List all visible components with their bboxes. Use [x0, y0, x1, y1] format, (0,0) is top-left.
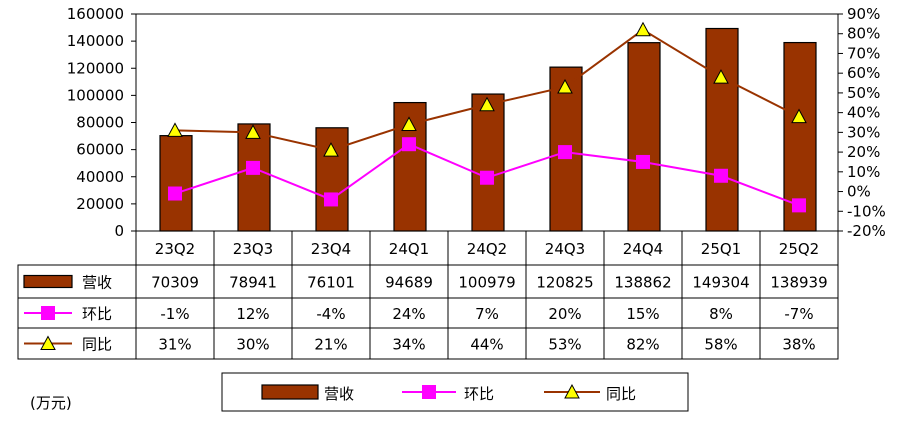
qoq-row-label: 环比 [82, 305, 112, 323]
qoq-value-label: 12% [236, 305, 269, 323]
left-axis-tick-label: 0 [114, 222, 124, 240]
qoq-value-label: 7% [475, 305, 499, 323]
legend-yoy-label: 同比 [606, 385, 636, 403]
right-axis-tick-label: 30% [847, 123, 880, 141]
revenue-value-label: 138862 [614, 274, 671, 292]
revenue-bar [627, 42, 661, 232]
right-axis-tick-label: 90% [847, 5, 880, 23]
yoy-value-label: 82% [626, 336, 659, 354]
right-axis-tick-label: 70% [847, 44, 880, 62]
left-axis-tick-label: 20000 [76, 195, 124, 213]
right-axis-tick-label: -10% [847, 202, 886, 220]
yoy-value-label: 31% [158, 336, 191, 354]
category-label: 24Q1 [389, 240, 429, 258]
qoq-value-label: -1% [160, 305, 189, 323]
revenue-value-label: 70309 [151, 274, 199, 292]
qoq-point [168, 186, 182, 201]
revenue-bar [315, 127, 349, 232]
yoy-point [791, 108, 807, 124]
right-axis-tick-label: 80% [847, 25, 880, 43]
yoy-value-label: 30% [236, 336, 269, 354]
qoq-value-label: -7% [784, 305, 813, 323]
qoq-point [480, 170, 494, 185]
left-axis-tick-label: 160000 [67, 5, 124, 23]
yoy-value-label: 34% [392, 336, 425, 354]
revenue-value-label: 120825 [536, 274, 593, 292]
yoy-value-label: 58% [704, 336, 737, 354]
unit-label: (万元) [30, 394, 72, 412]
yoy-row-label: 同比 [82, 336, 112, 354]
left-axis-tick-label: 100000 [67, 86, 124, 104]
revenue-bar [237, 123, 271, 232]
revenue-bar [705, 27, 739, 232]
revenue-value-label: 78941 [229, 274, 277, 292]
left-axis-tick-label: 60000 [76, 141, 124, 159]
right-axis-tick-label: 0% [847, 183, 871, 201]
yoy-point [401, 116, 417, 131]
left-axis-tick-label: 40000 [76, 168, 124, 186]
category-label: 23Q4 [311, 240, 351, 258]
yoy-point [323, 142, 339, 157]
yoy-point [713, 69, 729, 84]
qoq-point [324, 192, 338, 207]
left-axis-tick-label: 80000 [76, 114, 124, 132]
yoy-value-label: 21% [314, 336, 347, 354]
revenue-bar [471, 93, 505, 232]
legend-yoy-key-marker [564, 383, 580, 399]
qoq-point [558, 145, 572, 160]
yoy-row-key-marker [40, 335, 56, 350]
revenue-value-label: 94689 [385, 274, 433, 292]
right-axis-tick-label: 20% [847, 143, 880, 161]
qoq-value-label: 24% [392, 305, 425, 323]
qoq-value-label: 15% [626, 305, 659, 323]
revenue-value-label: 100979 [458, 274, 515, 292]
qoq-point [402, 137, 416, 152]
revenue-bar [159, 135, 193, 232]
category-label: 25Q1 [701, 240, 741, 258]
revenue-row-key [23, 274, 73, 289]
legend-qoq-label: 环比 [464, 385, 494, 403]
legend-qoq-key-marker [422, 385, 436, 399]
yoy-point [557, 78, 573, 94]
left-axis-tick-label: 140000 [67, 32, 124, 50]
revenue-value-label: 76101 [307, 274, 355, 292]
revenue-value-label: 149304 [692, 274, 749, 292]
qoq-row-key-marker [41, 306, 55, 320]
yoy-point [245, 124, 261, 139]
legend-revenue-key [261, 384, 319, 400]
qoq-value-label: 8% [709, 305, 733, 323]
qoq-point [714, 168, 728, 183]
qoq-point [246, 160, 260, 175]
right-axis-tick-label: 60% [847, 64, 880, 82]
category-label: 24Q4 [623, 240, 663, 258]
revenue-value-label: 138939 [770, 274, 827, 292]
data-table-frame [17, 264, 839, 360]
left-axis-tick-label: 120000 [67, 59, 124, 77]
qoq-value-label: 20% [548, 305, 581, 323]
yoy-point [167, 122, 183, 137]
right-axis-tick-label: 50% [847, 84, 880, 102]
qoq-point [792, 198, 806, 213]
right-axis-tick-label: 10% [847, 163, 880, 181]
category-label: 23Q3 [233, 240, 273, 258]
category-label: 23Q2 [155, 240, 195, 258]
yoy-value-label: 53% [548, 336, 581, 354]
qoq-value-label: -4% [316, 305, 345, 323]
qoq-point [636, 154, 650, 169]
yoy-point [635, 21, 651, 37]
right-axis-tick-label: 40% [847, 104, 880, 122]
right-axis-tick-label: -20% [847, 222, 886, 240]
revenue-row-label: 营收 [82, 274, 112, 292]
yoy-value-label: 44% [470, 336, 503, 354]
yoy-value-label: 38% [782, 336, 815, 354]
category-label: 24Q3 [545, 240, 585, 258]
yoy-point [479, 96, 495, 112]
legend-revenue-label: 营收 [324, 385, 354, 403]
category-label: 25Q2 [779, 240, 819, 258]
category-label: 24Q2 [467, 240, 507, 258]
